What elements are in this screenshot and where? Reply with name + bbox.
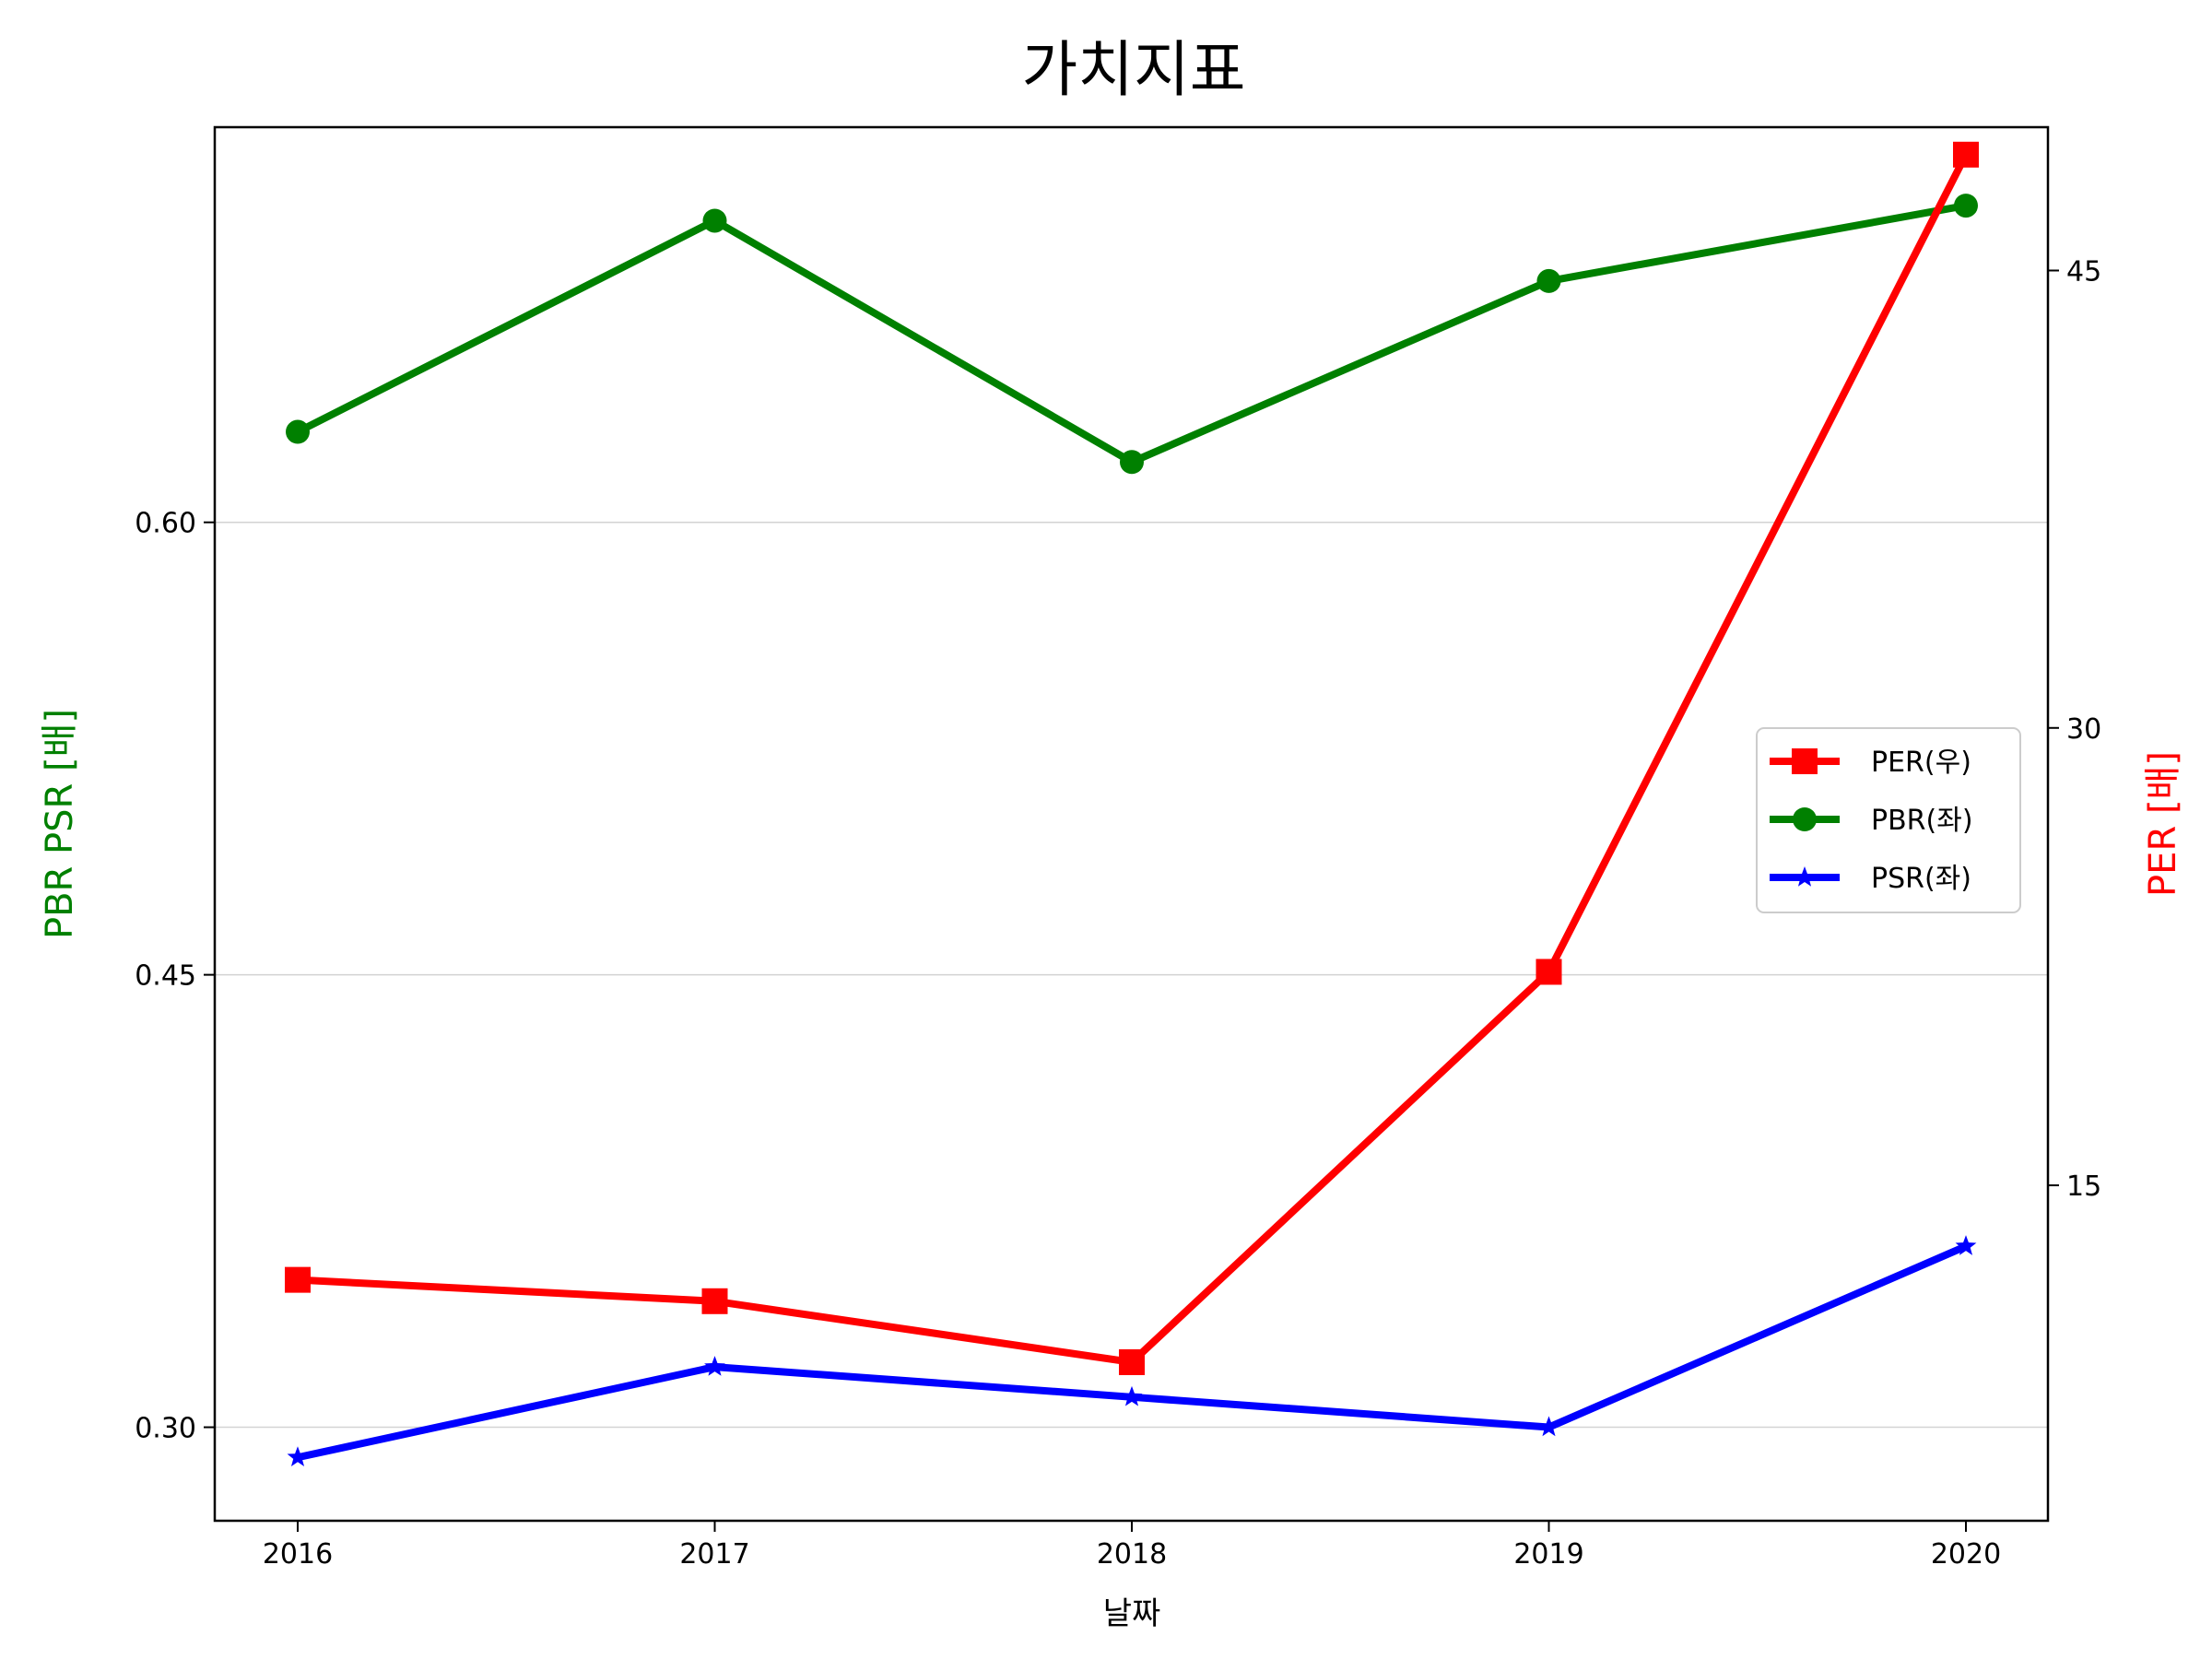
legend-box: [1756, 727, 2021, 913]
x-axis: 2016 2017 2018 2019 2020: [263, 1521, 2001, 1571]
pbr-point: [1120, 450, 1144, 475]
legend-per-marker: [1792, 748, 1818, 774]
pbr-point: [1954, 194, 1978, 218]
x-tick-label: 2019: [1513, 1538, 1583, 1571]
psr-point: [1955, 1235, 1977, 1255]
pbr-point: [286, 419, 310, 444]
per-point: [1119, 1348, 1145, 1375]
pbr-point: [702, 208, 727, 233]
per-point: [701, 1288, 728, 1314]
y-left-tick-label: 0.60: [135, 508, 196, 540]
y-axis-left: 0.30 0.45 0.60: [135, 508, 215, 1445]
y-axis-right-label: PER [배]: [2142, 751, 2184, 897]
per-point: [285, 1266, 311, 1293]
x-tick-label: 2017: [679, 1538, 749, 1571]
pbr-series-line: [296, 202, 1967, 466]
x-tick-label: 2020: [1931, 1538, 2001, 1571]
psr-point: [1121, 1385, 1143, 1406]
psr-point: [704, 1356, 725, 1376]
legend-psr-label: PSR(좌): [1871, 863, 1971, 895]
legend-psr-marker: [1794, 866, 1816, 887]
series-lines: [296, 152, 1970, 1462]
y-right-tick-label: 45: [2066, 256, 2101, 288]
legend-per-label: PER(우): [1871, 747, 1971, 779]
per-point: [1953, 141, 1979, 168]
y-left-tick-label: 0.30: [135, 1413, 196, 1445]
y-right-tick-label: 15: [2066, 1171, 2101, 1203]
gridlines: [215, 521, 2048, 1429]
y-axis-left-label: PBR PSR [배]: [39, 709, 81, 939]
series-markers: [285, 141, 1979, 1466]
legend-pbr-marker: [1793, 807, 1817, 831]
per-point: [1535, 959, 1562, 985]
legend-pbr-label: PBR(좌): [1871, 805, 1973, 837]
x-axis-label: 날짜: [1103, 1595, 1161, 1632]
y-left-tick-label: 0.45: [135, 960, 196, 993]
per-series-line: [297, 152, 1970, 1366]
psr-point: [287, 1446, 309, 1466]
x-tick-label: 2016: [263, 1538, 333, 1571]
psr-point: [1538, 1416, 1559, 1437]
legend: PER(우) PBR(좌) PSR(좌): [1756, 727, 2021, 913]
x-tick-label: 2018: [1097, 1538, 1167, 1571]
pbr-point: [1536, 268, 1561, 293]
chart-title: 가치지표: [1022, 34, 1246, 105]
y-axis-right: 15 30 45: [2048, 256, 2101, 1203]
y-right-tick-label: 30: [2066, 713, 2101, 746]
